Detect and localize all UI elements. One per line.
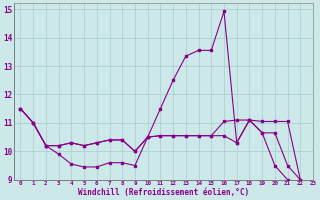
X-axis label: Windchill (Refroidissement éolien,°C): Windchill (Refroidissement éolien,°C) [78,188,249,197]
